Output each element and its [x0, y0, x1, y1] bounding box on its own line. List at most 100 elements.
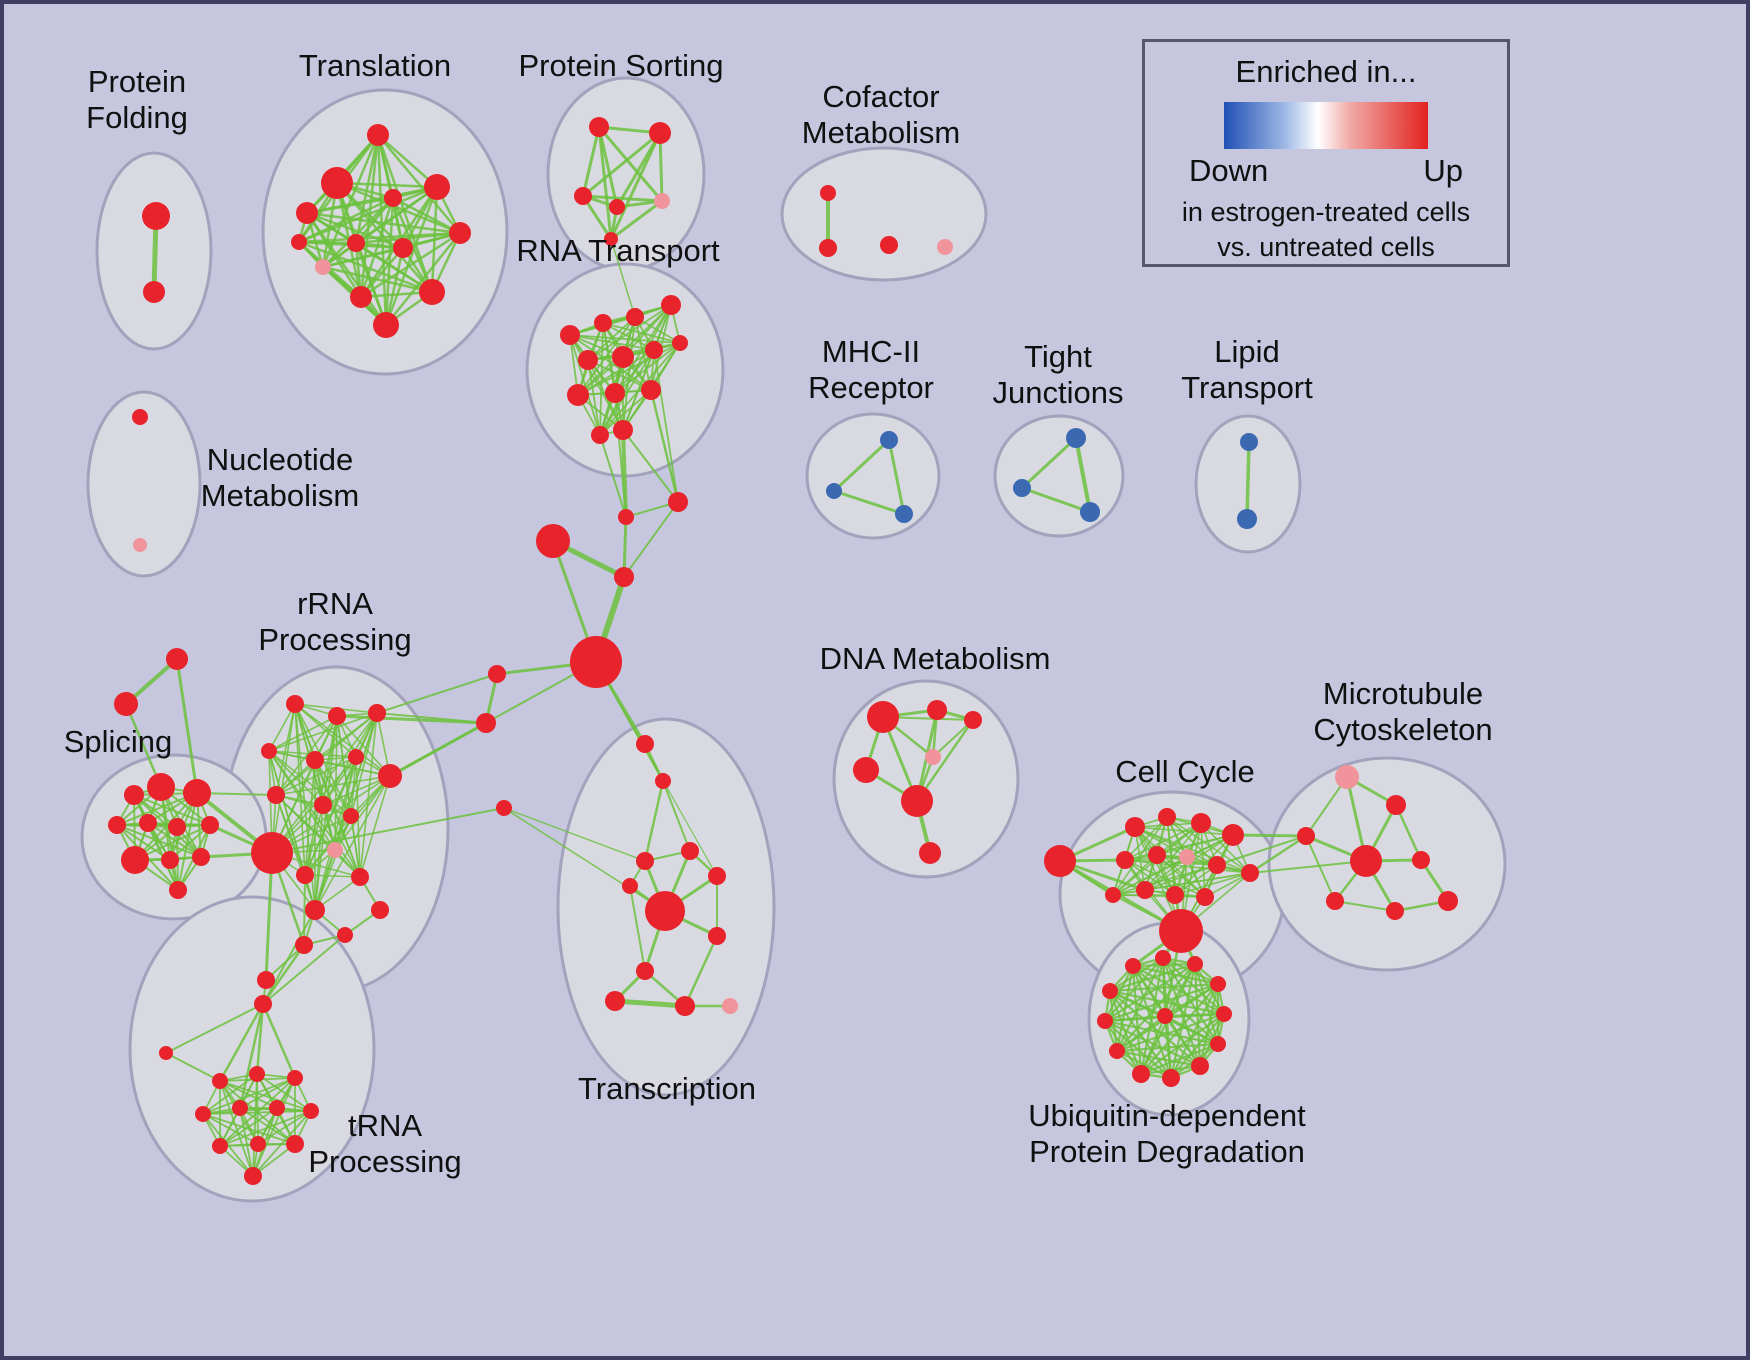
network-node-ubiquitin-degradation: [1187, 956, 1203, 972]
network-node-translation: [419, 279, 445, 305]
network-node-splicing: [161, 851, 179, 869]
network-node-rna-transport: [613, 420, 633, 440]
network-node-splicing: [121, 846, 149, 874]
network-edge: [304, 804, 324, 876]
network-node-microtubule-cytoskeleton: [1335, 765, 1359, 789]
network-edge: [1163, 982, 1220, 1018]
network-node-microtubule-cytoskeleton: [1297, 827, 1315, 845]
network-node-transcription: [636, 962, 654, 980]
network-edge: [1112, 894, 1206, 898]
network-node-ubiquitin-degradation: [1216, 1006, 1232, 1022]
network-node-dna-metabolism: [927, 700, 947, 720]
network-edge: [643, 779, 665, 863]
network-node-trna-processing: [249, 1066, 265, 1082]
network-node-ubiquitin-degradation: [1097, 1013, 1113, 1029]
network-node-cofactor-metabolism: [880, 236, 898, 254]
network-edge: [261, 943, 306, 1006]
cluster-label-ubiquitin-degradation: Protein Degradation: [1029, 1134, 1305, 1169]
network-edge: [1166, 816, 1251, 874]
network-node-rna-transport: [645, 341, 663, 359]
network-edge: [219, 1110, 312, 1147]
network-node-protein-sorting: [654, 193, 670, 209]
cluster-ellipse-microtubule-cytoskeleton: [1267, 756, 1507, 972]
network-node-transcription: [722, 998, 738, 1014]
network-edge: [1020, 486, 1092, 514]
network-node-translation: [449, 222, 471, 244]
cluster-label-cell-cycle: Cell Cycle: [1115, 754, 1255, 789]
network-node-dna-metabolism: [901, 785, 933, 817]
network-edge: [1394, 803, 1423, 862]
legend-title: Enriched in...: [1235, 54, 1417, 89]
network-edge: [614, 342, 681, 394]
network-edge: [683, 934, 719, 1008]
network-node-cell-cycle: [1125, 817, 1145, 837]
network-edge: [1108, 962, 1197, 993]
network-node-dna-metabolism: [925, 749, 941, 765]
network-node-translation: [424, 174, 450, 200]
network-node-trna-processing: [212, 1073, 228, 1089]
network-node-rrna-processing: [306, 751, 324, 769]
network-node-cell-cycle: [1044, 845, 1076, 877]
network-node-microtubule-cytoskeleton: [1350, 845, 1382, 877]
network-node-rna-transport: [612, 346, 634, 368]
network-edge: [622, 429, 679, 503]
network-edge: [1163, 1014, 1173, 1080]
network-edge: [887, 438, 906, 516]
network-node-rrna-processing: [368, 704, 386, 722]
network-edge: [297, 185, 439, 244]
network-edge: [1108, 982, 1220, 993]
network-edge: [1248, 834, 1308, 875]
network-edge: [202, 1073, 258, 1115]
network-node-translation: [367, 124, 389, 146]
network-node-rrna-processing: [251, 832, 293, 874]
network-edge: [599, 322, 604, 436]
network-edge: [262, 909, 316, 1005]
network-node-ubiquitin-degradation: [1210, 1036, 1226, 1052]
network-node-nucleotide-metabolism: [133, 538, 147, 552]
network-edge: [1108, 989, 1167, 1018]
network-edge: [597, 125, 613, 241]
network-nodes: [108, 117, 1458, 1185]
network-node-rrna-processing: [295, 936, 313, 954]
network-edge: [622, 515, 628, 579]
network-edge: [124, 702, 163, 789]
network-edge: [569, 334, 655, 351]
cluster-label-trna-processing: tRNA: [348, 1108, 422, 1143]
network-node-dna-metabolism: [867, 701, 899, 733]
network-node-cell-cycle: [1179, 849, 1195, 865]
network-node-translation: [393, 238, 413, 258]
network-edge: [239, 1107, 254, 1177]
network-edge: [165, 1052, 221, 1082]
network-node-ubiquitin-degradation: [1125, 958, 1141, 974]
network-edge: [1108, 989, 1202, 1068]
network-node-protein-folding: [142, 202, 170, 230]
network-node-ubiquitin-degradation: [1109, 1043, 1125, 1059]
cluster-label-cofactor-metabolism: Metabolism: [802, 115, 961, 150]
network-edge: [322, 775, 391, 806]
network-edge: [202, 1110, 312, 1115]
network-edge: [256, 1073, 312, 1112]
network-node-cofactor-metabolism: [937, 239, 953, 255]
network-node-cell-cycle: [1158, 808, 1176, 826]
network-edge: [304, 874, 361, 878]
network-edge: [1112, 854, 1158, 896]
cluster-label-tight-junctions: Tight: [1024, 339, 1092, 374]
network-node-ubiquitin-degradation: [1162, 1069, 1180, 1087]
network-edge: [305, 211, 405, 250]
network-edge: [581, 194, 664, 203]
network-edge: [1216, 835, 1307, 866]
network-node-rrna-processing: [261, 743, 277, 759]
network-node-rrna-processing: [351, 868, 369, 886]
network-edge: [1112, 864, 1218, 896]
network-node-splicing: [192, 848, 210, 866]
network-edge: [581, 131, 662, 198]
network-edge: [202, 1113, 259, 1145]
network-node-protein-sorting: [609, 199, 625, 215]
cluster-label-cofactor-metabolism: Cofactor: [822, 79, 939, 114]
network-node-splicing-satellite: [114, 692, 138, 716]
network-node-splicing: [147, 773, 175, 801]
network-edge: [649, 388, 680, 504]
network-node-backbone: [536, 524, 570, 558]
network-node-translation: [350, 286, 372, 308]
network-edge: [314, 775, 391, 911]
